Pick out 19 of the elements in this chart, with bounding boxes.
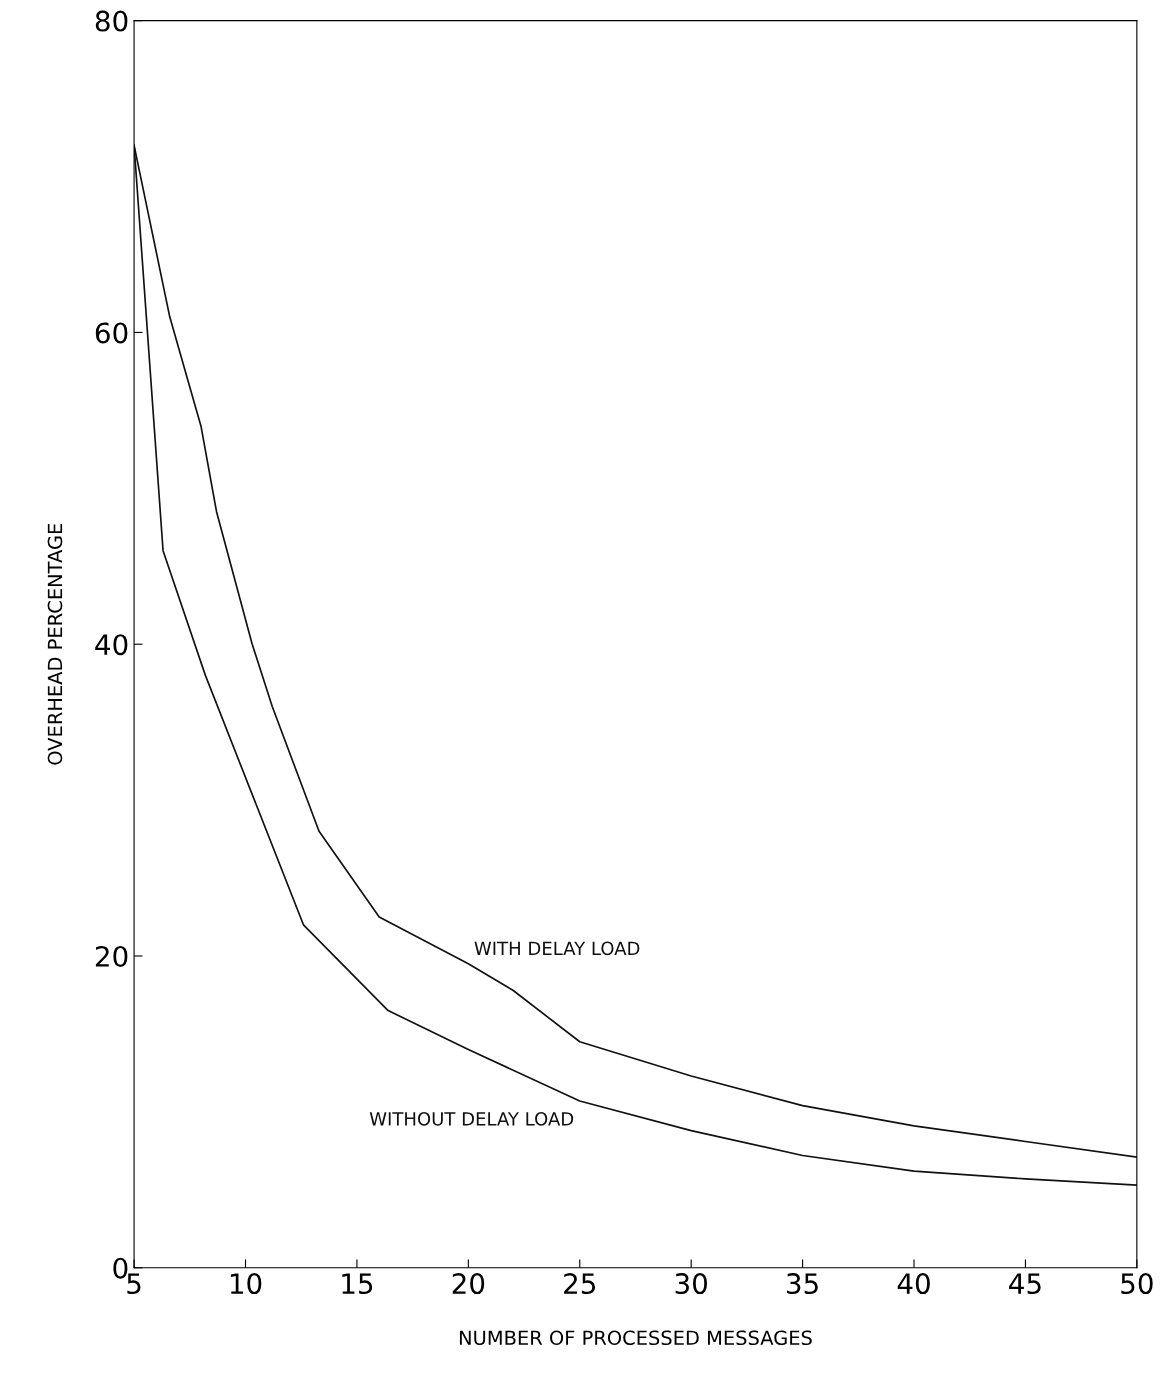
x-tick-label: 35 [787, 1273, 818, 1295]
series-label: WITH DELAY LOAD [474, 941, 640, 956]
x-tick-label: 5 [127, 1273, 141, 1295]
x-tick-label: 45 [1009, 1273, 1041, 1295]
y-tick-label: 60 [95, 322, 128, 344]
x-tick-label: 30 [675, 1273, 708, 1295]
y-axis-title: OVERHEAD PERCENTAGE [47, 523, 63, 765]
series-label: WITHOUT DELAY LOAD [369, 1111, 574, 1126]
x-tick-label: 15 [342, 1273, 373, 1295]
x-tick-label: 25 [564, 1273, 596, 1295]
y-tick-label: 80 [95, 10, 128, 32]
x-tick-label: 40 [897, 1273, 930, 1295]
y-tick-label: 40 [95, 634, 128, 656]
y-tick-label: 0 [113, 1257, 128, 1279]
x-tick-label: 50 [1121, 1273, 1153, 1295]
x-tick-label: 10 [230, 1273, 262, 1295]
x-axis-title: NUMBER OF PROCESSED MESSAGES [459, 1330, 812, 1346]
x-tick-label: 20 [452, 1273, 485, 1295]
y-tick-label: 20 [95, 945, 128, 967]
